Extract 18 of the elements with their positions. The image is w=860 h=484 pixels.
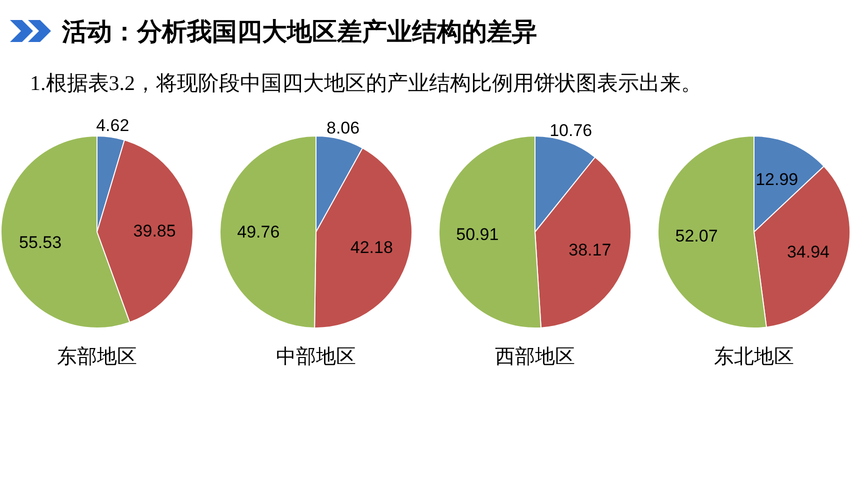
text: 中部地区 — [276, 346, 356, 368]
data-label: 12.99 — [756, 170, 798, 190]
text: 东部地区 — [57, 346, 137, 368]
text: 东北地区 — [714, 346, 794, 368]
data-label: 39.85 — [133, 221, 176, 240]
data-label: 55.53 — [18, 232, 62, 252]
data-label: 4.62 — [96, 116, 130, 136]
data-label: 42.18 — [350, 238, 393, 257]
data-label: 38.17 — [568, 240, 612, 260]
data-label: 52.07 — [675, 226, 718, 246]
data-label: 8.06 — [326, 118, 360, 138]
data-label: 49.76 — [237, 222, 280, 242]
data-label: 10.76 — [550, 121, 592, 140]
text: 活动：分析我国四大地区差产业结构的差异 — [61, 17, 537, 46]
text: 1.根据表3.2，将现阶段中国四大地区的产业结构比例用饼状图表示出来。 — [30, 71, 702, 95]
text: 西部地区 — [495, 346, 575, 368]
data-label: 34.94 — [786, 242, 830, 262]
data-label: 50.91 — [456, 224, 499, 244]
